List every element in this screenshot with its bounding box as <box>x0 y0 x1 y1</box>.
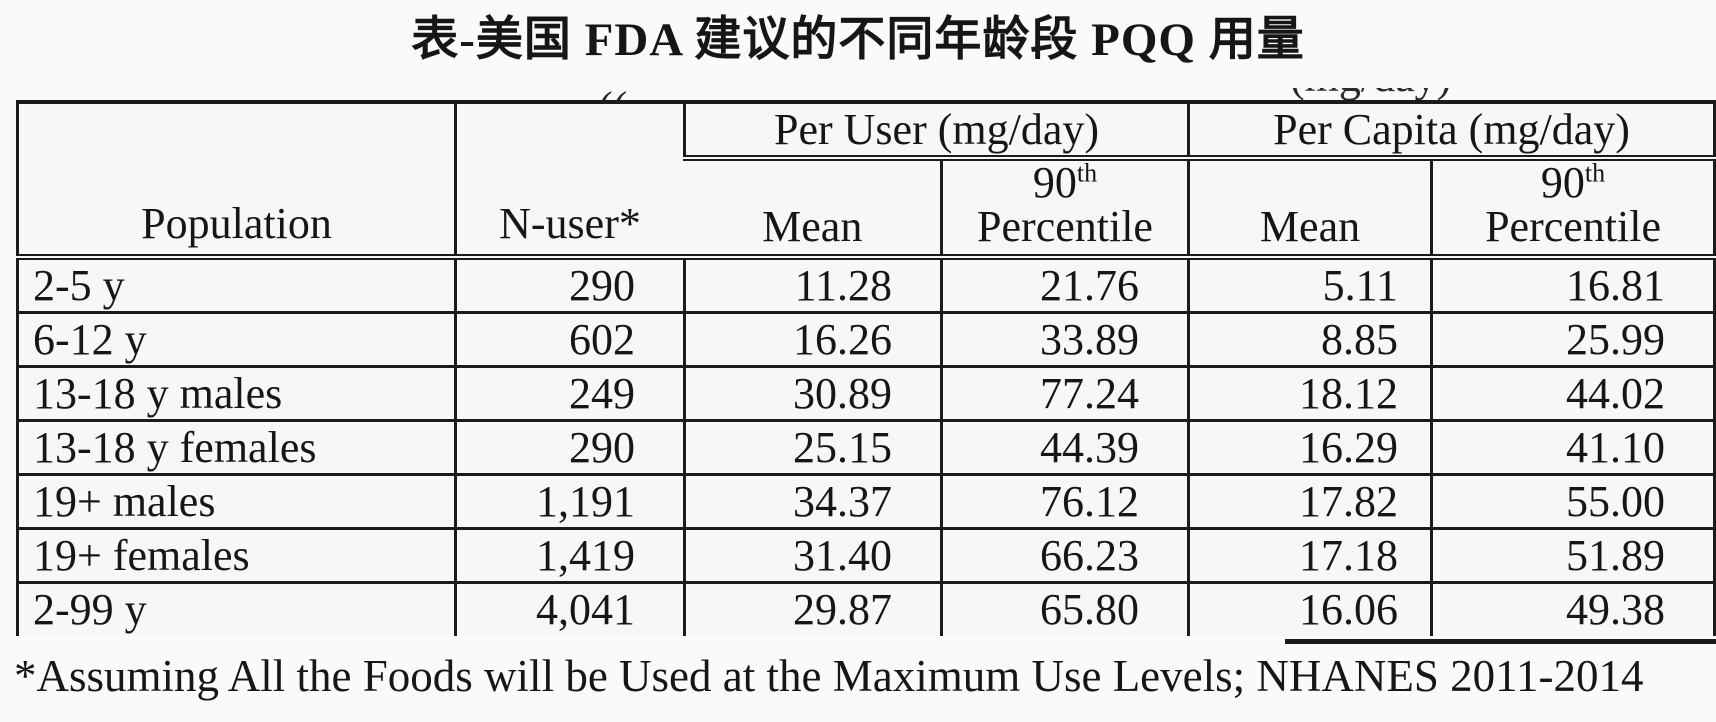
table-row: 19+ males 1,191 34.37 76.12 17.82 55.00 <box>17 474 1715 530</box>
cell-per-user-p90: 77.24 <box>939 366 1189 422</box>
cell-per-capita-p90: 16.81 <box>1430 257 1715 314</box>
cell-per-user-mean: 25.15 <box>683 420 942 476</box>
cell-per-capita-p90: 25.99 <box>1430 312 1715 368</box>
table-row: 19+ females 1,419 31.40 66.23 17.18 51.8… <box>17 528 1715 584</box>
cell-population: 13-18 y males <box>17 366 456 422</box>
cell-population: 19+ females <box>17 528 456 584</box>
table-group-header-row: Population N-user* Per User (mg/day) Per… <box>17 102 1715 260</box>
cell-n-user: 4,041 <box>454 582 685 636</box>
header-per-capita-group: Per Capita (mg/day) <box>1187 102 1715 161</box>
cell-per-capita-mean: 16.29 <box>1187 420 1432 476</box>
cell-n-user: 602 <box>454 312 685 368</box>
cell-per-capita-p90: 55.00 <box>1430 474 1715 530</box>
table-row: 13-18 y males 249 30.89 77.24 18.12 44.0… <box>17 366 1715 422</box>
table-row: 13-18 y females 290 25.15 44.39 16.29 41… <box>17 420 1715 476</box>
cropped-text-artifact-left: (( <box>598 86 688 101</box>
cell-per-capita-p90: 49.38 <box>1430 582 1715 636</box>
table-sub-header-row: Mean 90th Percentile Mean 90th Percentile <box>18 158 1715 260</box>
cropped-text-artifact-right: (mg/day) <box>1290 88 1540 101</box>
header-per-user-mean: Mean <box>684 158 942 260</box>
cell-per-capita-mean: 17.18 <box>1187 528 1432 584</box>
cell-per-capita-mean: 8.85 <box>1187 312 1432 368</box>
cell-per-user-p90: 44.39 <box>939 420 1189 476</box>
cell-n-user: 290 <box>454 257 685 314</box>
cell-per-user-p90: 66.23 <box>939 528 1189 584</box>
cell-per-user-mean: 34.37 <box>683 474 942 530</box>
table-row: 2-99 y 4,041 29.87 65.80 16.06 49.38 <box>18 582 1715 636</box>
header-per-capita-90th-percentile: 90th Percentile <box>1430 158 1715 260</box>
table-row: 2-5 y 290 11.28 21.76 5.11 16.81 <box>17 257 1715 314</box>
cell-per-user-mean: 29.87 <box>683 582 942 636</box>
cell-per-user-mean: 31.40 <box>683 528 942 584</box>
cell-population: 6-12 y <box>17 312 456 368</box>
cell-per-user-mean: 16.26 <box>683 312 942 368</box>
cell-population: 13-18 y females <box>17 420 456 476</box>
cell-population: 2-99 y <box>33 585 147 635</box>
cell-per-user-p90: 33.89 <box>939 312 1189 368</box>
cell-per-user-mean: 11.28 <box>683 257 942 314</box>
cell-n-user: 1,191 <box>454 474 685 530</box>
cell-n-user: 249 <box>454 366 685 422</box>
cell-per-user-p90: 21.76 <box>939 257 1189 314</box>
cell-per-capita-p90: 51.89 <box>1430 528 1715 584</box>
table-row: 6-12 y 602 16.26 33.89 8.85 25.99 <box>17 312 1715 368</box>
cell-per-user-mean: 30.89 <box>683 366 942 422</box>
header-per-user-group: Per User (mg/day) <box>682 102 1189 161</box>
cell-per-user-p90: 65.80 <box>939 582 1189 636</box>
dosage-table: Population N-user* Per User (mg/day) Per… <box>16 100 1716 636</box>
cell-per-capita-mean: 5.11 <box>1187 257 1432 314</box>
header-population: Population <box>17 102 456 260</box>
cell-per-capita-mean: 18.12 <box>1187 366 1432 422</box>
cell-per-capita-p90: 41.10 <box>1430 420 1715 476</box>
cell-per-user-p90: 76.12 <box>939 474 1189 530</box>
header-per-capita-mean: Mean <box>1187 158 1432 260</box>
header-per-user-90th-percentile: 90th Percentile <box>939 158 1189 260</box>
cell-n-user: 290 <box>454 420 685 476</box>
cell-population: 2-5 y <box>17 257 456 314</box>
cell-per-capita-p90: 44.02 <box>1430 366 1715 422</box>
cell-population: 19+ males <box>17 474 456 530</box>
cell-per-capita-mean: 17.82 <box>1187 474 1432 530</box>
cell-per-capita-mean: 16.06 <box>1187 582 1432 636</box>
header-n-user: N-user* <box>454 102 685 260</box>
cell-n-user: 1,419 <box>454 528 685 584</box>
page-title: 表-美国 FDA 建议的不同年龄段 PQQ 用量 <box>411 14 1305 66</box>
table-footnote: *Assuming All the Foods will be Used at … <box>14 651 1644 701</box>
table-bottom-border-segment <box>1285 639 1716 644</box>
